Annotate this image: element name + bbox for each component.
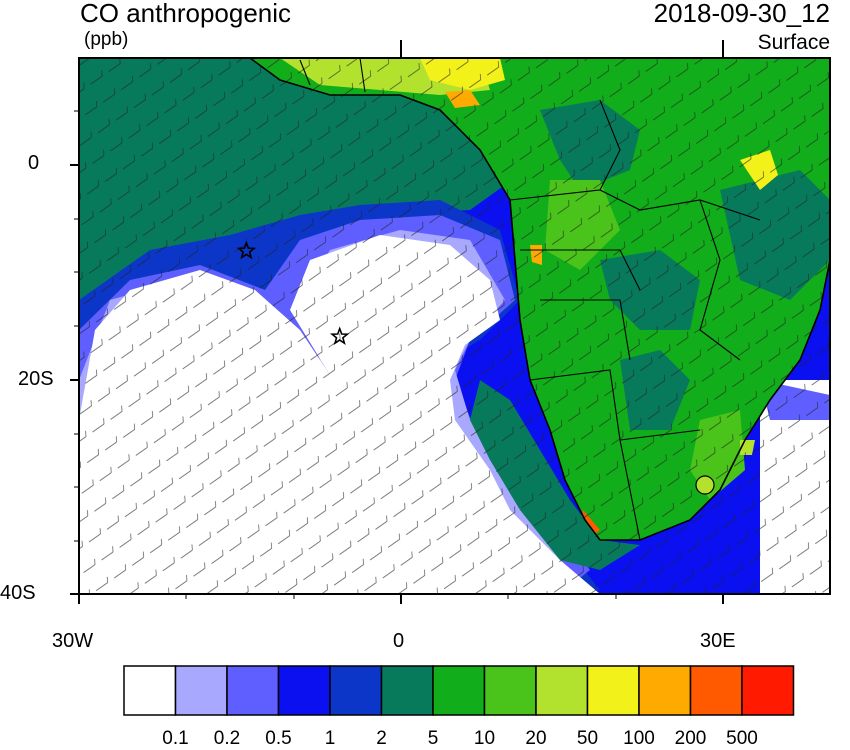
- colorbar-level-label: 1: [324, 728, 336, 749]
- colorbar-level-label: 500: [726, 728, 758, 749]
- colorbar-swatch: [226, 665, 280, 716]
- axis-ticks: [70, 40, 724, 604]
- colorbar-level-label: 0.1: [162, 728, 189, 749]
- level-label: Surface: [757, 31, 830, 54]
- colorbar-level-label: 10: [473, 728, 496, 749]
- map-field: [79, 58, 830, 594]
- lat-label-40s: 40S: [0, 582, 36, 604]
- lat-label-0: 0: [28, 152, 40, 174]
- colorbar-level-label: 0.5: [265, 728, 292, 749]
- colorbar-swatch: [329, 665, 383, 716]
- colorbar-swatch: [483, 665, 537, 716]
- datetime-label: 2018-09-30_12: [653, 0, 830, 28]
- colorbar-level-label: 0.2: [213, 728, 241, 749]
- colorbar-level-label: 2: [376, 728, 387, 749]
- colorbar-level-label: 200: [674, 728, 707, 749]
- colorbar-level-label: 50: [576, 728, 599, 749]
- lon-label-30e: 30E: [700, 630, 736, 652]
- star-icon: [236, 240, 257, 260]
- map-title: CO anthropogenic: [80, 0, 292, 28]
- lon-label-30w: 30W: [52, 630, 94, 652]
- axis-minor-ticks: [74, 110, 617, 599]
- lon-label-0: 0: [393, 630, 405, 652]
- colorbar: [123, 665, 795, 716]
- lat-label-20s: 20S: [18, 368, 54, 390]
- colorbar-swatch: [689, 665, 743, 716]
- units-label: (ppb): [84, 29, 129, 50]
- colorbar-swatch: [741, 665, 795, 716]
- colorbar-swatch: [174, 665, 228, 716]
- star-icon: [329, 326, 350, 346]
- colorbar-swatch: [586, 665, 640, 716]
- colorbar-swatch: [277, 665, 331, 716]
- colorbar-swatch: [380, 665, 434, 716]
- colorbar-swatch: [432, 665, 486, 716]
- colorbar-swatch: [638, 665, 692, 716]
- colorbar-swatch: [535, 665, 589, 716]
- colorbar-level-label: 5: [427, 728, 439, 749]
- colorbar-level-label: 100: [623, 728, 655, 749]
- colorbar-swatch: [123, 665, 177, 716]
- colorbar-level-label: 20: [525, 728, 547, 749]
